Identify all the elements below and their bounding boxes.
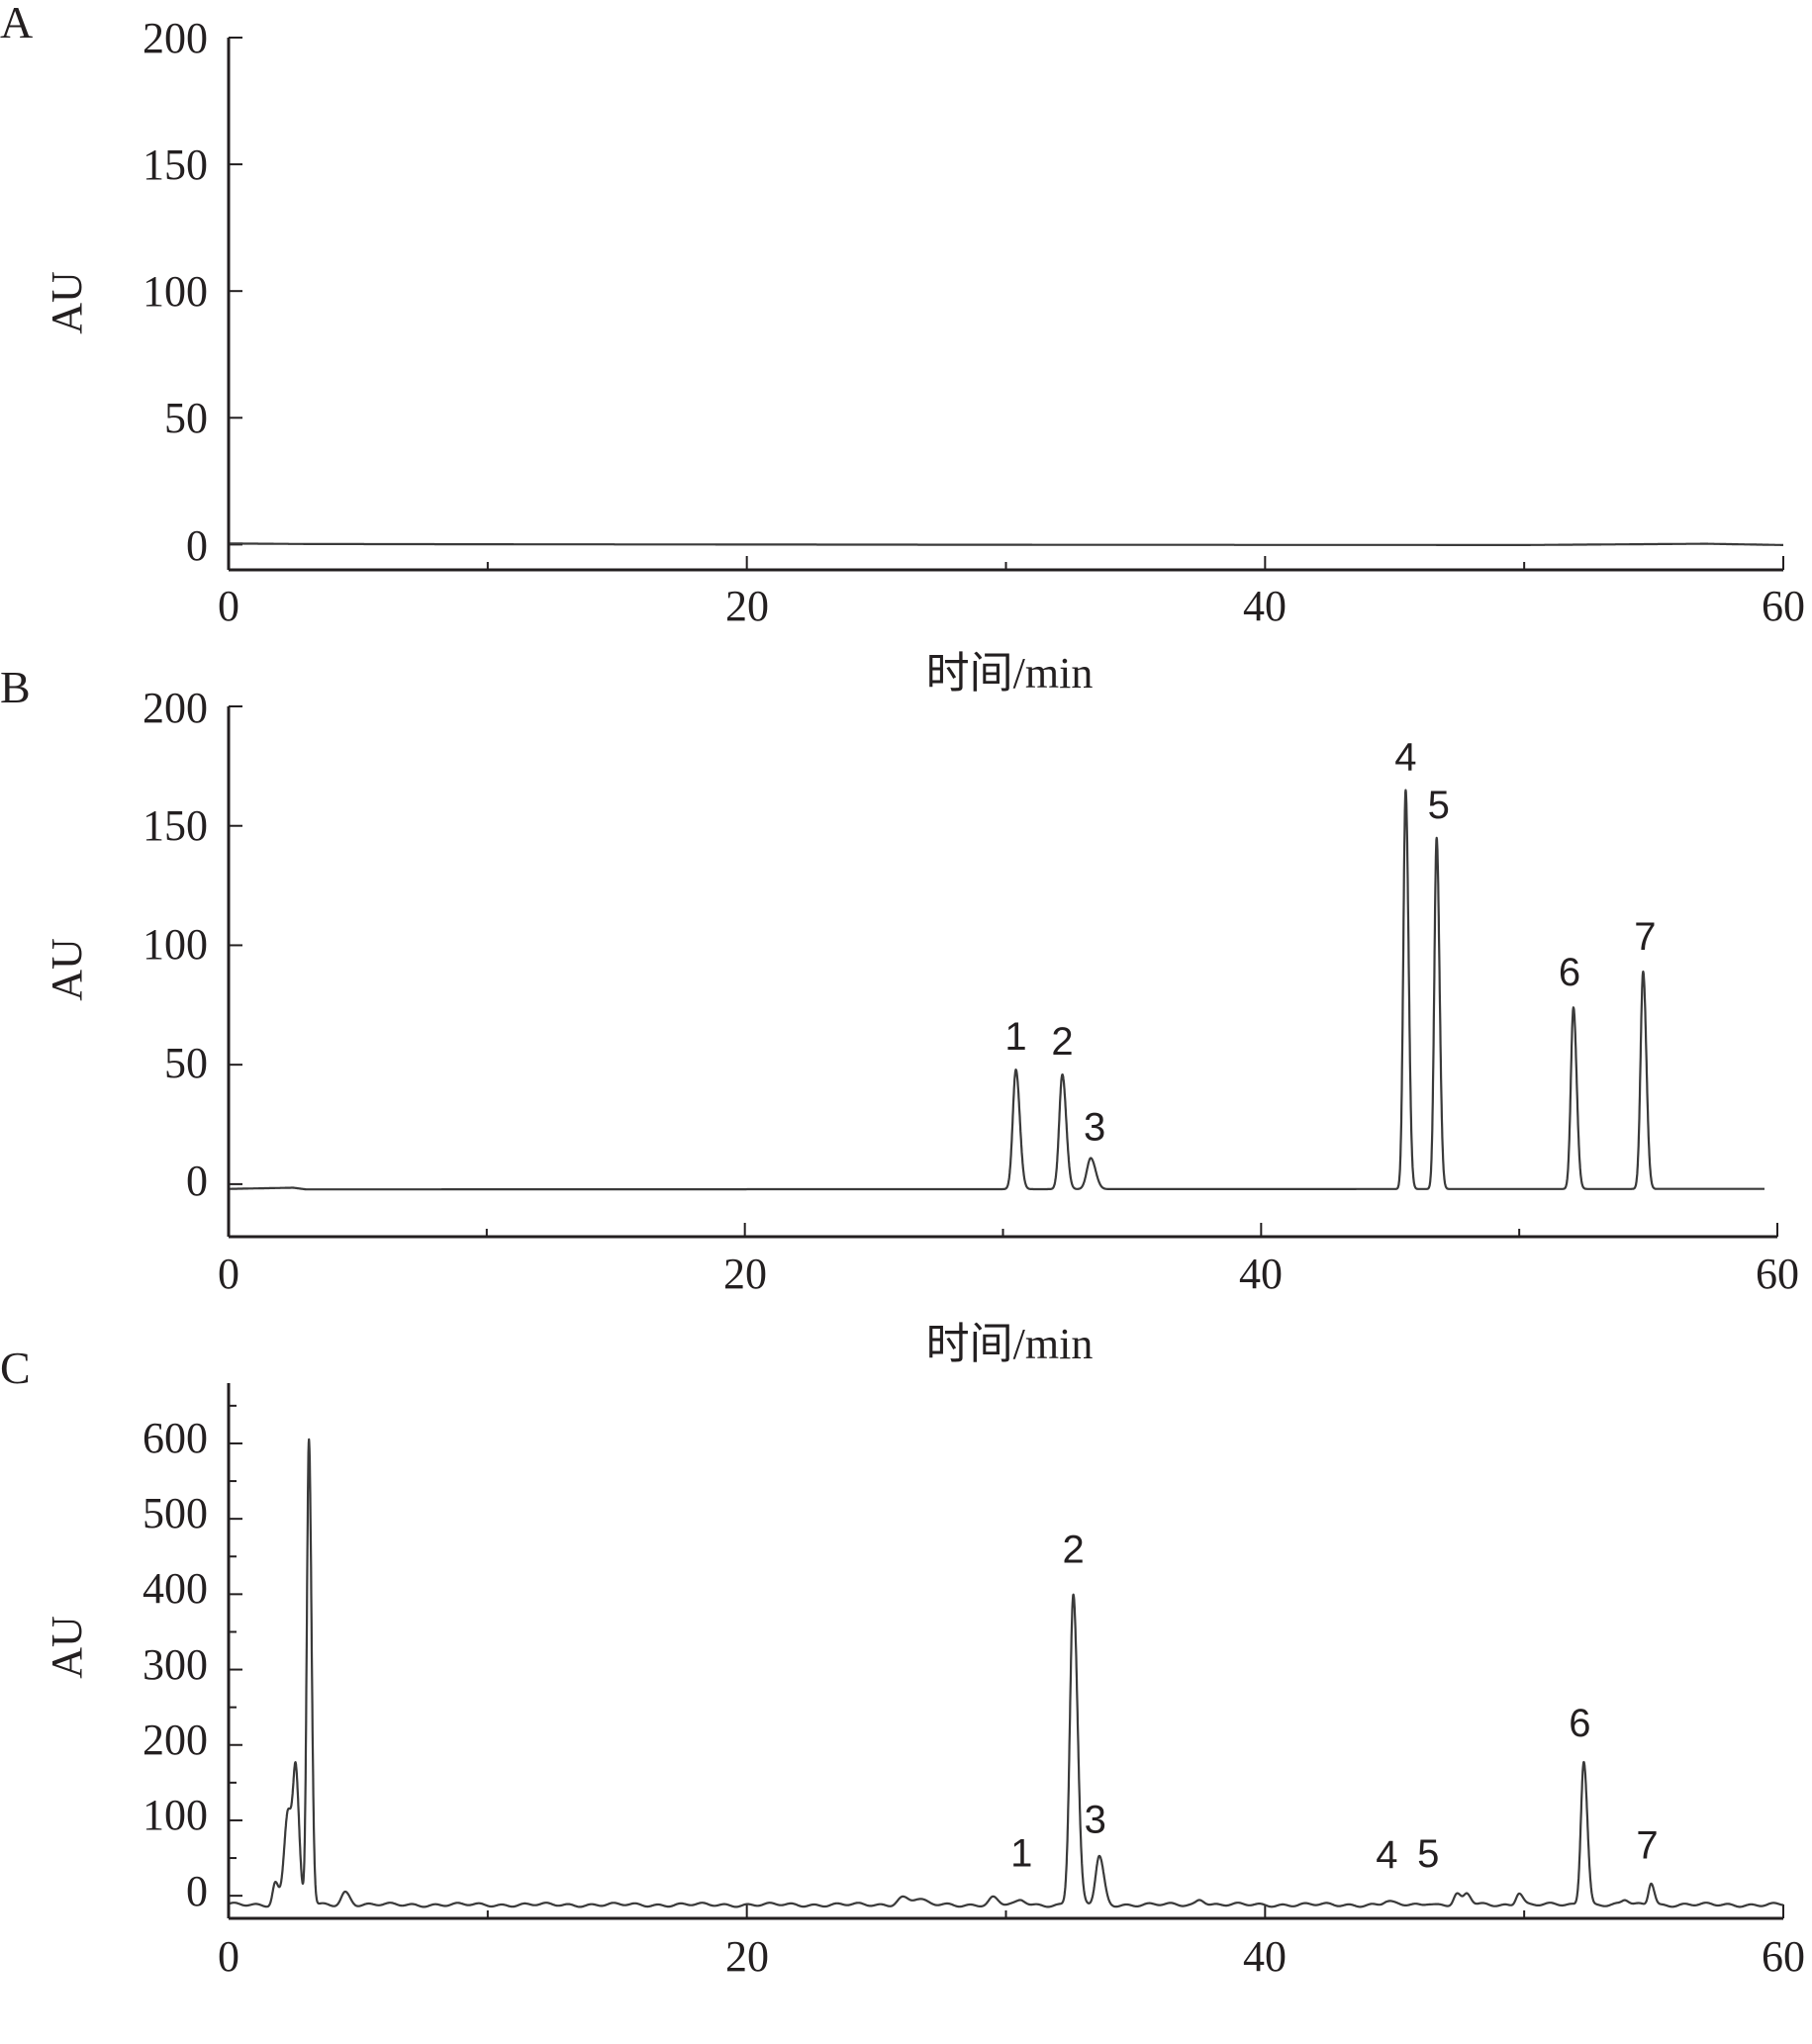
panel-letter: C bbox=[0, 1343, 31, 1393]
panel-a: A AU 200 150 100 50 0 0 20 40 60 时间/min bbox=[0, 0, 1805, 697]
y-tick-label: 0 bbox=[186, 1157, 208, 1205]
y-tick-label: 150 bbox=[143, 140, 208, 189]
peak-label-6: 6 bbox=[1559, 951, 1580, 994]
chromatogram-trace-b bbox=[229, 789, 1765, 1191]
panel-letter: B bbox=[0, 662, 31, 712]
y-tick-label: 200 bbox=[143, 684, 208, 732]
peak-label-3: 3 bbox=[1085, 1799, 1106, 1842]
y-tick-label: 100 bbox=[143, 1791, 208, 1839]
x-tick-label: 60 bbox=[1756, 1250, 1799, 1298]
x-tick-label: 60 bbox=[1762, 1932, 1805, 1981]
x-tick-label: 0 bbox=[218, 582, 239, 630]
y-tick-label: 200 bbox=[143, 1716, 208, 1764]
peak-label-4: 4 bbox=[1394, 736, 1416, 780]
peak-label-1: 1 bbox=[1004, 1015, 1026, 1059]
x-tick-label: 60 bbox=[1762, 582, 1805, 630]
peak-label-4: 4 bbox=[1376, 1833, 1397, 1877]
peak-label-5: 5 bbox=[1417, 1832, 1439, 1876]
peak-label-2: 2 bbox=[1051, 1020, 1073, 1064]
peak-label-7: 7 bbox=[1636, 1823, 1658, 1867]
chromatogram-trace-a bbox=[229, 542, 1784, 546]
chromatogram-trace-c bbox=[229, 1438, 1784, 1908]
peak-label-3: 3 bbox=[1084, 1105, 1105, 1149]
peak-label-1: 1 bbox=[1010, 1832, 1032, 1876]
x-tick-label: 20 bbox=[725, 582, 769, 630]
x-tick-label: 20 bbox=[723, 1250, 767, 1298]
y-tick-label: 50 bbox=[164, 1039, 208, 1087]
y-axis-title: AU bbox=[43, 938, 91, 1001]
y-axis-title: AU bbox=[43, 1616, 91, 1679]
x-tick-label: 0 bbox=[218, 1932, 239, 1981]
minor-ticks bbox=[228, 705, 1778, 1237]
x-tick-label: 40 bbox=[1239, 1250, 1283, 1298]
peak-label-5: 5 bbox=[1428, 784, 1450, 827]
panel-c: C AU 600 500 400 300 200 100 0 0 20 40 6… bbox=[0, 1343, 1805, 1981]
x-axis-title: 时间/min bbox=[926, 649, 1094, 697]
panel-b: B AU 200 150 100 50 0 0 20 40 60 时间/min … bbox=[0, 662, 1799, 1368]
peak-label-7: 7 bbox=[1634, 915, 1656, 959]
y-tick-label: 150 bbox=[143, 801, 208, 850]
y-tick-label: 100 bbox=[143, 920, 208, 969]
y-tick-label: 300 bbox=[143, 1640, 208, 1689]
y-tick-label: 0 bbox=[186, 521, 208, 570]
y-axis-title: AU bbox=[43, 271, 91, 334]
x-tick-label: 40 bbox=[1243, 582, 1287, 630]
y-tick-label: 100 bbox=[143, 267, 208, 316]
panel-letter: A bbox=[0, 0, 33, 47]
y-tick-label: 50 bbox=[164, 394, 208, 442]
y-tick-label: 500 bbox=[143, 1489, 208, 1537]
y-tick-label: 400 bbox=[143, 1564, 208, 1613]
y-tick-label: 600 bbox=[143, 1414, 208, 1462]
peak-label-2: 2 bbox=[1062, 1528, 1084, 1571]
x-tick-label: 40 bbox=[1243, 1932, 1287, 1981]
y-tick-label: 0 bbox=[186, 1867, 208, 1915]
x-tick-label: 0 bbox=[218, 1250, 239, 1298]
x-axis-title: 时间/min bbox=[926, 1320, 1094, 1368]
x-tick-label: 20 bbox=[725, 1932, 769, 1981]
y-tick-label: 200 bbox=[143, 14, 208, 62]
minor-ticks bbox=[228, 37, 1784, 570]
minor-ticks bbox=[228, 1404, 1784, 1918]
peak-label-6: 6 bbox=[1569, 1702, 1590, 1745]
